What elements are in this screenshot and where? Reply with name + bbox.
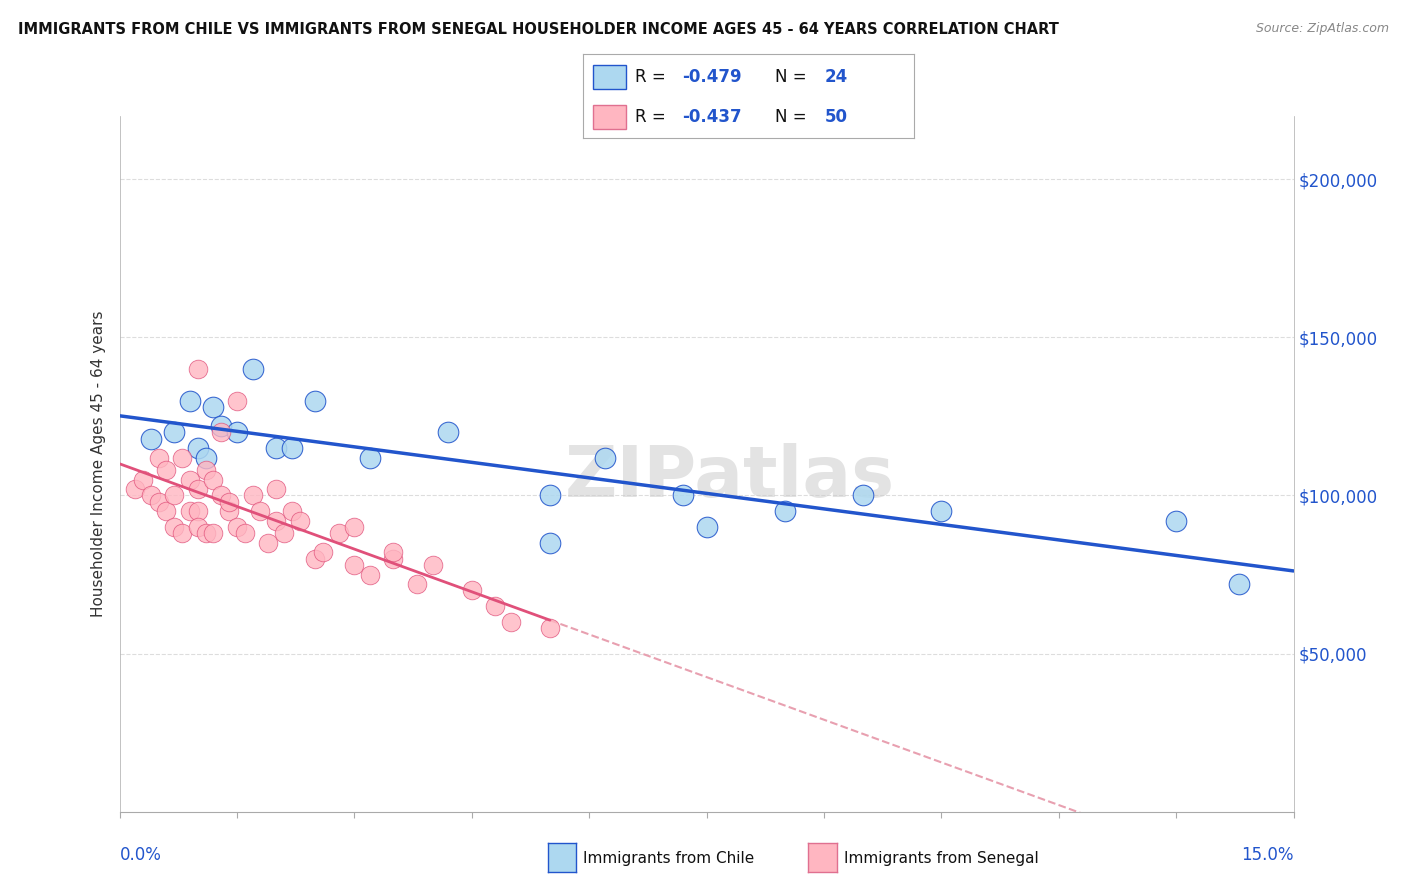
Point bbox=[225, 520, 249, 534]
Point bbox=[163, 488, 186, 502]
Point bbox=[538, 536, 561, 550]
Point bbox=[148, 495, 170, 509]
Point bbox=[132, 473, 155, 487]
Point bbox=[264, 514, 287, 528]
Point bbox=[139, 432, 162, 446]
Point bbox=[280, 441, 302, 455]
FancyBboxPatch shape bbox=[593, 105, 627, 129]
Point bbox=[1164, 514, 1187, 528]
Point bbox=[179, 504, 201, 518]
Point bbox=[202, 473, 225, 487]
Point bbox=[202, 400, 225, 414]
Point bbox=[187, 520, 209, 534]
Point bbox=[249, 504, 271, 518]
Point bbox=[852, 488, 875, 502]
Point bbox=[187, 504, 209, 518]
Point bbox=[304, 551, 326, 566]
Text: 15.0%: 15.0% bbox=[1241, 846, 1294, 863]
Point bbox=[484, 599, 506, 614]
Point bbox=[242, 362, 264, 376]
Point bbox=[672, 488, 695, 502]
Point bbox=[593, 450, 616, 465]
Point bbox=[304, 393, 326, 408]
Point bbox=[538, 621, 561, 635]
Point bbox=[273, 526, 295, 541]
Text: N =: N = bbox=[775, 69, 813, 87]
Point bbox=[499, 615, 522, 629]
Point bbox=[209, 418, 232, 433]
Point bbox=[218, 495, 240, 509]
Text: R =: R = bbox=[634, 108, 671, 126]
Point bbox=[124, 482, 146, 496]
FancyBboxPatch shape bbox=[593, 65, 627, 89]
Point bbox=[202, 526, 225, 541]
Point bbox=[179, 473, 201, 487]
Text: R =: R = bbox=[634, 69, 671, 87]
Point bbox=[218, 504, 240, 518]
Point bbox=[225, 393, 249, 408]
Point bbox=[288, 514, 311, 528]
Point bbox=[343, 520, 366, 534]
Point bbox=[328, 526, 350, 541]
Point bbox=[460, 583, 484, 598]
Text: 24: 24 bbox=[825, 69, 848, 87]
Y-axis label: Householder Income Ages 45 - 64 years: Householder Income Ages 45 - 64 years bbox=[90, 310, 105, 617]
Point bbox=[257, 536, 280, 550]
Text: Immigrants from Senegal: Immigrants from Senegal bbox=[844, 851, 1039, 865]
Point bbox=[194, 450, 217, 465]
Point bbox=[194, 526, 217, 541]
Point bbox=[931, 504, 953, 518]
Text: ZIPatlas: ZIPatlas bbox=[565, 443, 896, 512]
Point bbox=[187, 441, 209, 455]
Point bbox=[139, 488, 162, 502]
Point bbox=[209, 425, 232, 440]
Point bbox=[242, 488, 264, 502]
Point bbox=[696, 520, 718, 534]
Point bbox=[382, 545, 405, 559]
Point bbox=[1227, 577, 1250, 591]
Text: 50: 50 bbox=[825, 108, 848, 126]
Point bbox=[163, 520, 186, 534]
Point bbox=[280, 504, 302, 518]
Point bbox=[155, 463, 177, 477]
Text: IMMIGRANTS FROM CHILE VS IMMIGRANTS FROM SENEGAL HOUSEHOLDER INCOME AGES 45 - 64: IMMIGRANTS FROM CHILE VS IMMIGRANTS FROM… bbox=[18, 22, 1059, 37]
Point bbox=[264, 482, 287, 496]
Point bbox=[437, 425, 460, 440]
Point bbox=[225, 425, 249, 440]
Point bbox=[179, 393, 201, 408]
Point bbox=[209, 488, 232, 502]
Text: -0.437: -0.437 bbox=[683, 108, 742, 126]
Point bbox=[172, 450, 194, 465]
Text: Source: ZipAtlas.com: Source: ZipAtlas.com bbox=[1256, 22, 1389, 36]
Point bbox=[194, 463, 217, 477]
Text: Immigrants from Chile: Immigrants from Chile bbox=[583, 851, 755, 865]
Point bbox=[155, 504, 177, 518]
Text: 0.0%: 0.0% bbox=[120, 846, 162, 863]
Point bbox=[148, 450, 170, 465]
Point bbox=[406, 577, 429, 591]
Point bbox=[172, 526, 194, 541]
Point bbox=[359, 450, 381, 465]
Point bbox=[538, 488, 561, 502]
Point bbox=[264, 441, 287, 455]
Point bbox=[382, 551, 405, 566]
Point bbox=[187, 362, 209, 376]
Point bbox=[187, 482, 209, 496]
Text: N =: N = bbox=[775, 108, 813, 126]
Point bbox=[422, 558, 444, 572]
Text: -0.479: -0.479 bbox=[683, 69, 742, 87]
Point bbox=[343, 558, 366, 572]
Point bbox=[233, 526, 256, 541]
Point bbox=[312, 545, 335, 559]
Point bbox=[359, 567, 381, 582]
Point bbox=[773, 504, 796, 518]
Point bbox=[163, 425, 186, 440]
